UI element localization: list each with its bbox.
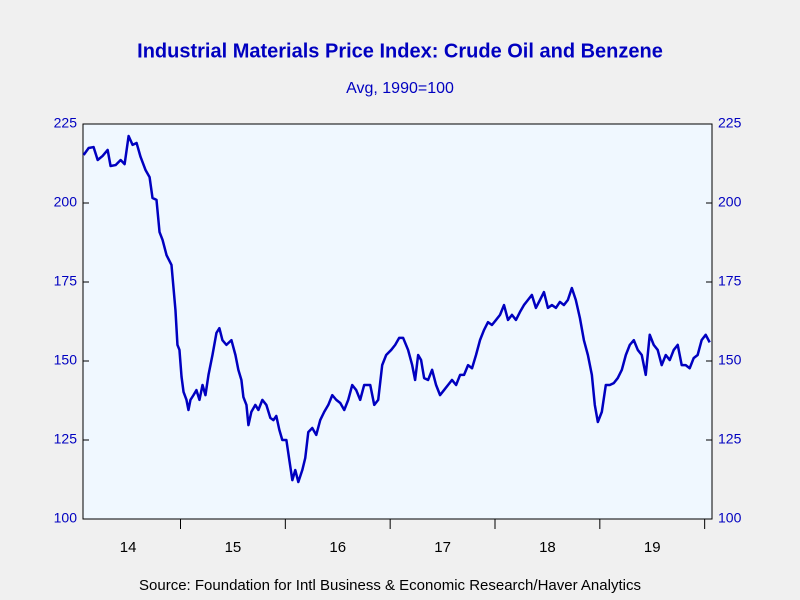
x-tick-label: 15: [225, 539, 242, 556]
x-tick-label: 17: [434, 539, 451, 556]
plot-area: [82, 123, 713, 520]
y2-tick-label: 125: [718, 431, 742, 447]
y-tick-label: 225: [54, 115, 78, 131]
y2-tick-label: 150: [718, 352, 742, 368]
x-tick-label: 16: [329, 539, 346, 556]
x-tick-label: 14: [120, 539, 137, 556]
y-tick-label: 200: [54, 194, 78, 210]
y2-tick-label: 100: [718, 510, 742, 526]
y-tick-label: 125: [54, 431, 78, 447]
y-tick-label: 175: [54, 273, 78, 289]
y2-tick-label: 225: [718, 115, 742, 131]
y-tick-label: 150: [54, 352, 78, 368]
y-tick-label: 100: [54, 510, 78, 526]
x-tick-label: 18: [539, 539, 556, 556]
data-line: [82, 134, 711, 484]
y2-tick-label: 175: [718, 273, 742, 289]
chart-subtitle: Avg, 1990=100: [346, 80, 454, 97]
source-note: Source: Foundation for Intl Business & E…: [139, 577, 641, 594]
chart-title: Industrial Materials Price Index: Crude …: [137, 40, 663, 62]
x-tick-label: 19: [644, 539, 661, 556]
y2-tick-label: 200: [718, 194, 742, 210]
